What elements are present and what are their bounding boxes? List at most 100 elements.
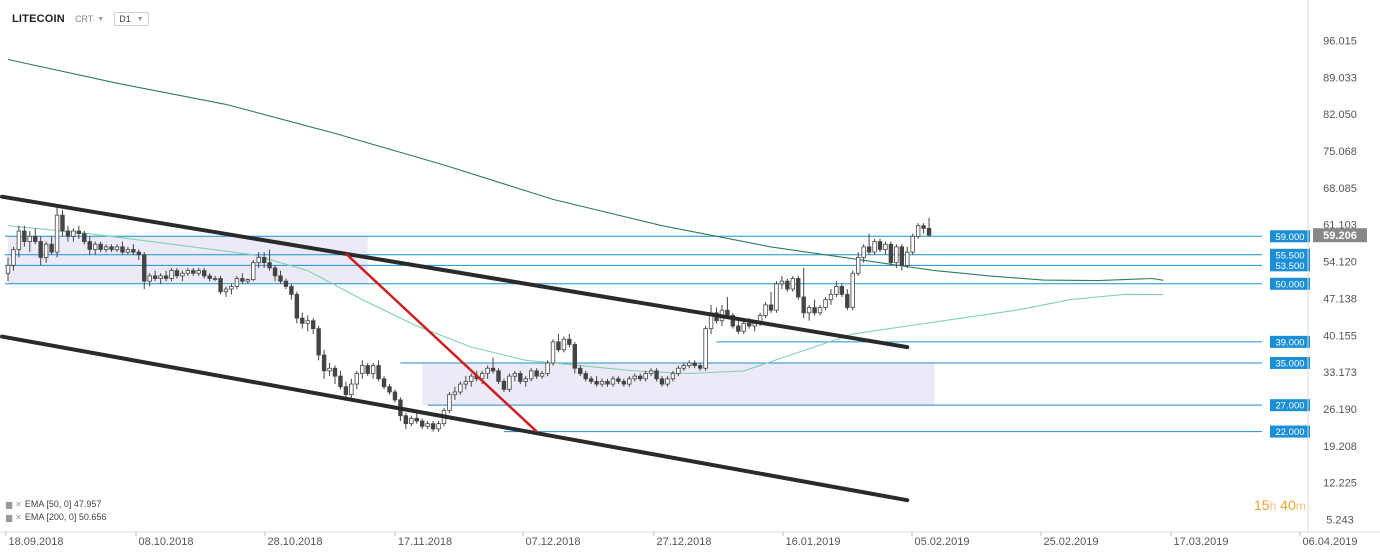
candle-body	[850, 272, 855, 308]
candle-body	[866, 246, 872, 253]
candle-countdown: 15h 40m	[1254, 497, 1306, 513]
candle-body	[131, 249, 136, 253]
candle-body	[60, 214, 65, 232]
candle-body	[16, 230, 22, 250]
candle-body	[251, 262, 256, 280]
candle-body	[610, 378, 616, 385]
settings-icon[interactable]: ▆	[6, 500, 13, 509]
candle-body	[806, 307, 812, 314]
candle-body	[120, 246, 125, 253]
candle-body	[425, 423, 430, 427]
chevron-down-icon: ▼	[136, 15, 144, 23]
candle-body	[5, 264, 11, 274]
candle-body	[621, 381, 627, 385]
candle-body	[430, 423, 436, 430]
candle-body	[289, 286, 294, 295]
channel-upper-line	[0, 194, 910, 350]
ema200-label: EMA [200, 0] 50.656	[24, 512, 107, 522]
timeframe-selector[interactable]: D1 ▼	[114, 12, 149, 26]
candle-body	[436, 423, 441, 430]
level-label-bg	[1270, 248, 1310, 261]
y-tick-label: 33.173	[1323, 367, 1357, 379]
candle-body	[616, 378, 621, 382]
level-label: 53.500	[1275, 261, 1304, 272]
candle-body	[419, 420, 425, 427]
close-icon[interactable]: ✕	[15, 513, 22, 522]
candle-body	[207, 275, 212, 279]
candle-body	[605, 381, 610, 385]
timer-minutes: 40	[1280, 497, 1296, 513]
y-tick-label: 12.225	[1323, 478, 1357, 490]
chart-toolbar: LITECOIN CRT ▼ D1 ▼	[12, 10, 149, 28]
y-tick-label: 68.085	[1323, 183, 1357, 195]
level-label-bg	[1270, 399, 1310, 412]
candle-body	[834, 286, 839, 295]
y-tick-label: 75.068	[1323, 146, 1357, 158]
candle-body	[512, 373, 518, 377]
candle-body	[316, 328, 321, 356]
x-tick-label: 17.03.2019	[1173, 536, 1228, 548]
candle-body	[196, 270, 201, 274]
candle-body	[627, 378, 632, 385]
candle-body	[817, 307, 823, 314]
candle-body	[114, 246, 120, 250]
close-icon[interactable]: ✕	[15, 500, 22, 509]
level-label-bg	[1270, 230, 1310, 243]
candle-body	[883, 243, 888, 250]
y-tick-label: 89.033	[1323, 72, 1357, 84]
candle-body	[93, 243, 98, 250]
candle-body	[185, 270, 191, 274]
candle-body	[452, 391, 458, 396]
candle-body	[283, 280, 289, 287]
candle-body	[256, 257, 261, 264]
timeframe-label: D1	[119, 14, 131, 24]
candle-body	[877, 241, 883, 250]
timer-minutes-unit: m	[1295, 499, 1306, 513]
candle-body	[856, 257, 861, 274]
source-selector[interactable]: CRT ▼	[75, 14, 104, 24]
candle-body	[692, 362, 697, 366]
ema50-line	[7, 225, 1164, 375]
candle-body	[790, 278, 795, 290]
candle-body	[670, 373, 676, 380]
candle-body	[142, 254, 147, 282]
candle-body	[71, 230, 76, 237]
symbol-name[interactable]: LITECOIN	[12, 13, 65, 25]
candle-body	[409, 417, 414, 425]
level-label: 22.000	[1275, 427, 1304, 438]
candle-body	[926, 227, 932, 236]
candle-body	[360, 365, 365, 374]
candle-body	[376, 365, 381, 380]
x-tick-label: 16.01.2019	[785, 536, 840, 548]
candle-body	[676, 367, 681, 374]
level-label-bg	[1270, 335, 1310, 348]
x-tick-label: 05.02.2019	[914, 536, 969, 548]
candle-body	[501, 381, 507, 390]
candle-body	[38, 241, 43, 258]
candle-body	[294, 293, 300, 319]
candle-body	[910, 235, 915, 253]
level-label: 50.000	[1275, 279, 1304, 290]
level-label-bg	[1270, 356, 1310, 369]
candle-body	[212, 278, 218, 280]
candle-body	[594, 381, 599, 385]
candle-body	[921, 225, 926, 229]
candle-body	[648, 370, 654, 374]
candle-body	[550, 341, 556, 364]
candle-body	[414, 417, 419, 422]
candle-body	[899, 246, 904, 266]
candle-body	[894, 246, 899, 264]
candle-body	[310, 320, 316, 330]
y-tick-label: 26.190	[1323, 404, 1357, 416]
timer-hours-unit: h	[1269, 499, 1277, 513]
settings-icon[interactable]: ▆	[6, 513, 13, 522]
candle-body	[381, 378, 387, 388]
candle-body	[65, 230, 71, 237]
candle-body	[828, 293, 834, 301]
candle-body	[469, 375, 474, 382]
candle-body	[915, 225, 921, 237]
x-tick-label: 28.10.2018	[267, 536, 322, 548]
